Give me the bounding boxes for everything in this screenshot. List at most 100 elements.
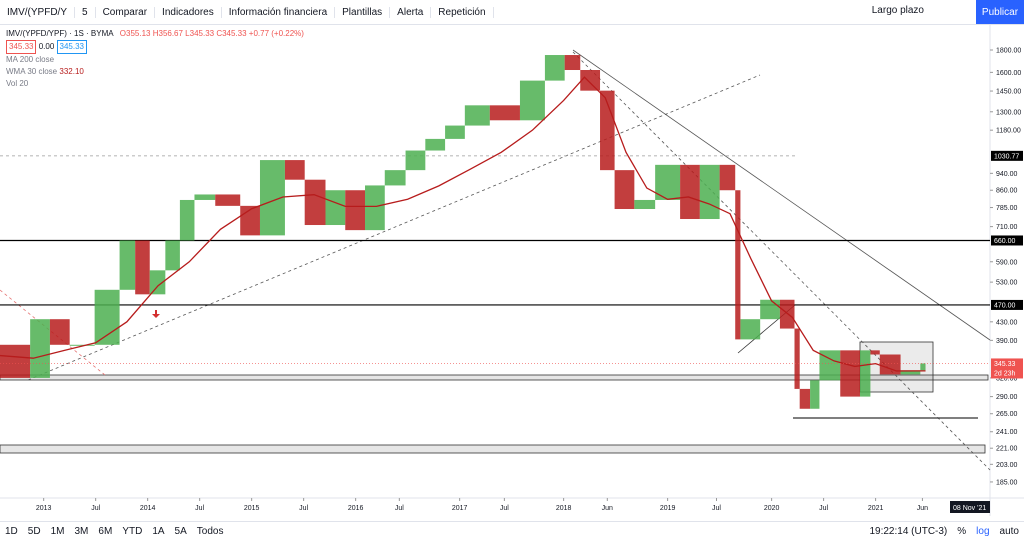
price-badge-label: 660.00 [994,238,1016,245]
vol: Vol 20 [6,79,29,88]
tool[interactable]: Indicadores [155,6,222,18]
price-badge [991,358,1023,379]
x-tick-label: 2013 [36,505,52,512]
y-tick-label: 1800.00 [996,48,1021,55]
y-tick-label: 530.00 [996,280,1018,287]
range[interactable]: Todos [196,526,224,537]
candle [384,170,406,186]
x-tick-label: 2016 [348,505,364,512]
candle [544,55,565,81]
candle [719,164,736,191]
candle [699,164,720,220]
candle [49,319,70,345]
candle [445,125,465,139]
candle [325,190,346,226]
candle [810,380,820,409]
tool[interactable]: Repetición [431,6,494,18]
arrow [152,310,160,318]
y-tick-label: 1450.00 [996,89,1021,96]
wma-line [0,76,926,372]
candle [94,289,120,345]
price-badge [991,299,1023,310]
price-badge [991,235,1023,246]
candle [760,299,780,320]
x-tick-label: Jul [712,505,721,512]
spread: 0.00 [38,42,55,51]
x-tick-label: Jun [602,505,613,512]
y-tick-label: 430.00 [996,319,1018,326]
bottom-bar: 1D 5D 1M 3M 6M YTD 1A 5A Todos 19:22:14 … [0,521,1024,541]
x-tick-label: Jun [917,505,928,512]
auto[interactable]: auto [999,526,1019,537]
interval[interactable]: 5 [75,6,96,18]
candle [69,344,95,346]
y-tick-label: 1600.00 [996,70,1021,77]
wma-value: 332.10 [59,67,84,76]
candle [920,363,926,371]
layout[interactable]: Largo plazo [871,5,924,16]
legend-title: IMV/(YPFD/YPF) · 1S · BYMA [6,29,114,38]
candle [165,240,180,271]
y-tick-label: 390.00 [996,338,1018,345]
clock: 19:22:14 (UTC-3) [869,526,948,537]
candle [464,105,490,126]
candle [489,105,520,121]
candle [840,350,861,397]
candle [600,90,615,171]
y-tick-label: 940.00 [996,171,1018,178]
range[interactable]: YTD [122,526,143,537]
candle [135,240,150,295]
x-tick-label: 2014 [140,505,156,512]
publish-button[interactable]: Publicar [976,0,1024,24]
range[interactable]: 5D [27,526,41,537]
log[interactable]: log [976,526,990,537]
candle [179,199,195,241]
candle [799,388,811,409]
candle [580,70,601,91]
range[interactable]: 1A [152,526,165,537]
range[interactable]: 6M [98,526,113,537]
candle [149,270,166,295]
y-tick-label: 320.00 [996,375,1018,382]
candle [425,138,446,151]
candle [794,328,800,389]
y-tick-label: 241.00 [996,429,1018,436]
y-tick-label: 185.00 [996,479,1018,486]
range[interactable]: 1D [5,526,18,537]
x-tick-label: Jul [819,505,828,512]
candle [740,319,761,340]
date-badge-label: 08 Nov '21 [953,505,986,512]
price-badge-label: 470.00 [994,302,1016,309]
candle [284,160,305,180]
x-tick-label: 2015 [244,505,260,512]
price-badge [991,150,1023,161]
x-tick-label: 2021 [868,505,884,512]
chart: 1800.00 1600.00 1450.00 1300.00 1180.00 940.0… [0,24,1024,516]
range[interactable]: 1M [50,526,65,537]
range[interactable]: 3M [74,526,89,537]
candle [870,350,880,355]
symbol[interactable]: IMV/(YPFD/Y [0,6,76,18]
countdown: 2d 23h [994,370,1016,377]
tool[interactable]: Plantillas [335,6,391,18]
x-tick-label: 2017 [452,505,468,512]
trendline [27,74,761,381]
percent[interactable]: % [957,526,967,537]
y-tick-label: 203.00 [996,462,1018,469]
y-tick-label: 785.00 [996,205,1018,212]
candle [194,194,216,200]
tool[interactable]: Alerta [390,6,432,18]
tool[interactable]: Información financiera [222,6,336,18]
x-tick-label: 2020 [764,505,780,512]
x-tick-label: 2018 [556,505,572,512]
y-tick-label: 1300.00 [996,109,1021,116]
y-tick-label: 1180.00 [996,128,1021,135]
range[interactable]: 5A [174,526,187,537]
y-tick-label: 221.00 [996,446,1018,453]
y-tick-label: 590.00 [996,259,1018,266]
bid: 345.33 [6,40,37,54]
tool[interactable]: Comparar [96,6,156,18]
candle [879,354,901,375]
candle [564,55,581,71]
x-tick-label: Jul [91,505,100,512]
